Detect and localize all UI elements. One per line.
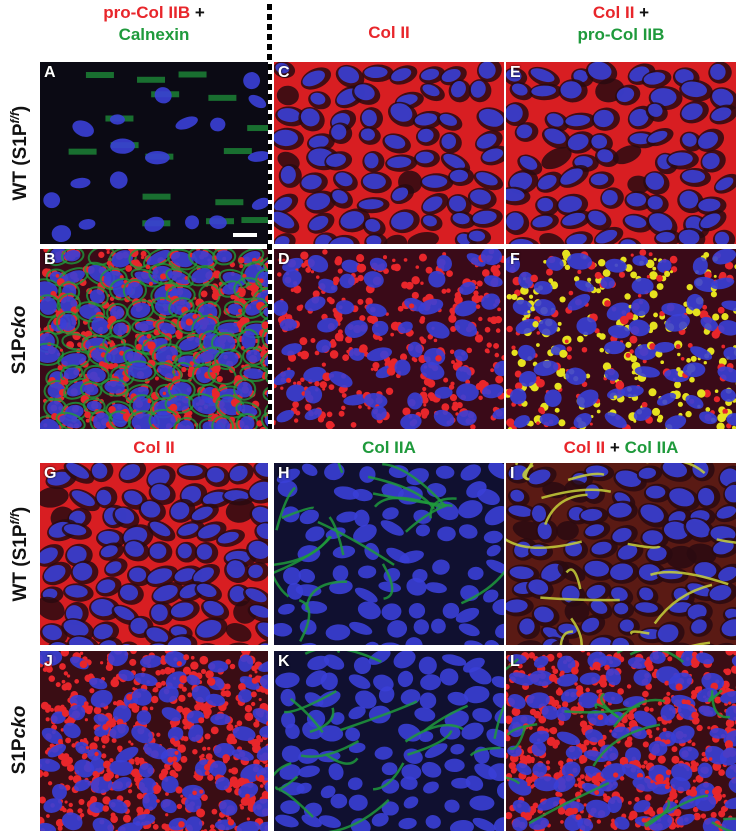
panel-letter: J: [44, 653, 53, 670]
panel-letter: E: [510, 64, 521, 81]
header-col1-top: pro-Col IIB + Calnexin: [40, 2, 268, 46]
header-col-ii: Col II: [592, 3, 635, 22]
panel-letter: A: [44, 64, 56, 81]
scale-bar: [233, 233, 257, 237]
micrograph-image: [506, 463, 736, 645]
micrograph-image: [274, 62, 504, 244]
header-col-iia: Col IIA: [624, 438, 679, 457]
micrograph-image: [40, 463, 268, 645]
panel-letter: D: [278, 251, 290, 268]
row-label-cko-top: S1Pcko: [9, 305, 30, 375]
header-col3-bottom: Col II + Col IIA: [506, 437, 736, 459]
panel-k: K: [274, 651, 504, 831]
panel-letter: C: [278, 64, 290, 81]
panel-l: L: [506, 651, 736, 831]
row-label-wt-top: WT (S1Pf/f): [7, 105, 32, 201]
panel-c: C: [274, 62, 504, 244]
header-col3-top: Col II + pro-Col IIB: [506, 2, 736, 46]
micrograph-image: [506, 651, 736, 831]
panel-h: H: [274, 463, 504, 645]
micrograph-image: [274, 651, 504, 831]
header-calnexin: Calnexin: [118, 25, 190, 44]
panel-j: J: [40, 651, 268, 831]
header-pro-col-iib: pro-Col IIB: [103, 3, 191, 22]
micrograph-image: [40, 651, 268, 831]
panel-e: E: [506, 62, 736, 244]
header-plus: +: [194, 3, 205, 22]
panel-g: G: [40, 463, 268, 645]
header-col1-bottom: Col II: [133, 438, 175, 457]
panel-letter: G: [44, 465, 57, 482]
panel-letter: F: [510, 251, 520, 268]
panel-letter: K: [278, 653, 290, 670]
header-col2-bottom: Col IIA: [362, 438, 416, 457]
header-plus: +: [639, 3, 650, 22]
row-label-wt-bottom: WT (S1Pf/f): [7, 506, 32, 602]
panel-letter: I: [510, 465, 515, 482]
micrograph-image: [40, 249, 268, 429]
micrograph-image: [274, 463, 504, 645]
panel-b: B: [40, 249, 268, 429]
panel-d: D: [274, 249, 504, 429]
panel-a: A: [40, 62, 268, 244]
panel-letter: H: [278, 465, 290, 482]
micrograph-image: [506, 62, 736, 244]
panel-f: F: [506, 249, 736, 429]
micrograph-image: [274, 249, 504, 429]
panel-i: I: [506, 463, 736, 645]
panel-letter: B: [44, 251, 56, 268]
panel-letter: L: [510, 653, 520, 670]
micrograph-image: [506, 249, 736, 429]
header-plus: +: [609, 438, 620, 457]
header-pro-col-iib-2: pro-Col IIB: [577, 25, 665, 44]
header-col-ii-b: Col II: [563, 438, 606, 457]
dashed-divider: [267, 4, 272, 429]
row-label-cko-bottom: S1Pcko: [9, 705, 30, 775]
micrograph-image: [40, 62, 268, 244]
header-col2-top: Col II: [368, 23, 410, 42]
